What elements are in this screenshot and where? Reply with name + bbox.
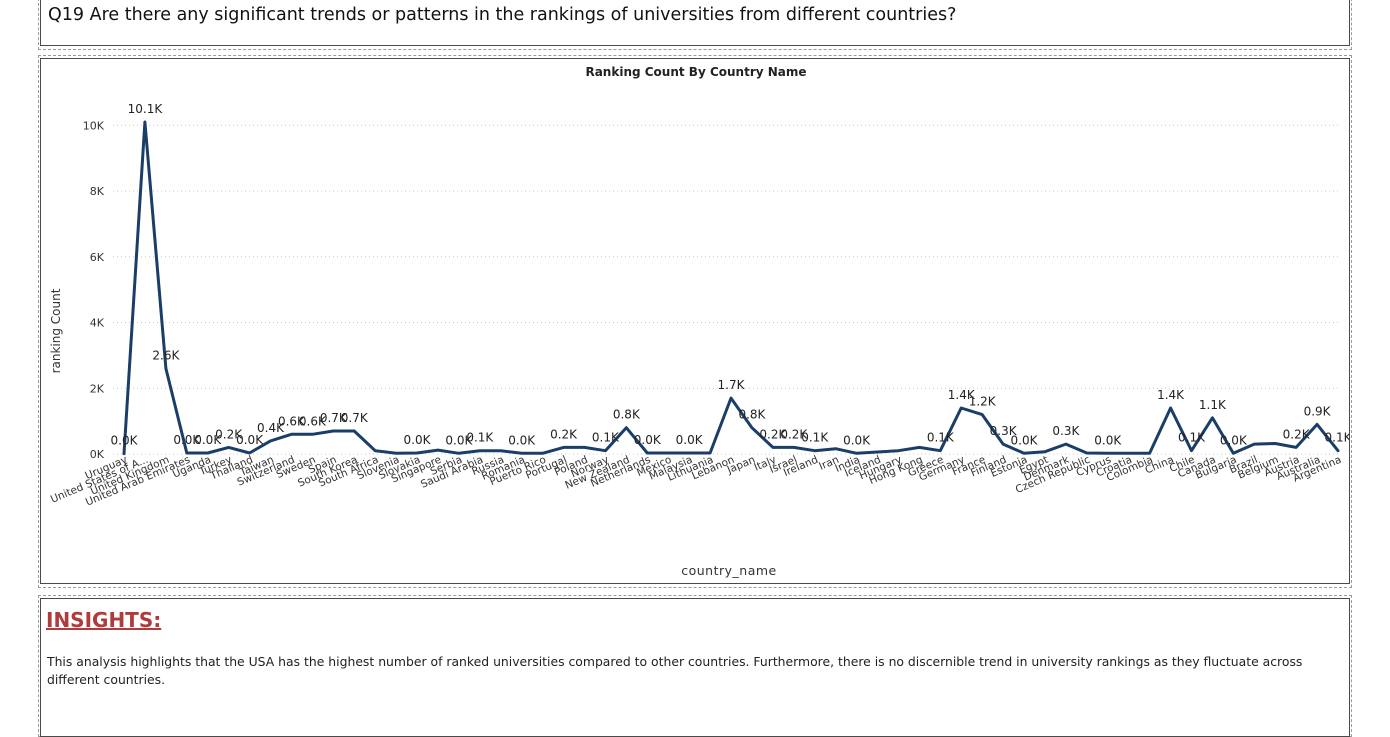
y-tick-label: 8K bbox=[90, 185, 105, 198]
data-label: 10.1K bbox=[128, 102, 164, 116]
question-text: Q19 Are there any significant trends or … bbox=[48, 5, 956, 25]
y-tick-label: 2K bbox=[90, 382, 105, 395]
data-label: 1.1K bbox=[1199, 398, 1227, 412]
data-label: 0.0K bbox=[1094, 433, 1122, 447]
y-tick-label: 6K bbox=[90, 251, 105, 264]
data-label: 1.2K bbox=[969, 395, 997, 409]
data-label: 0.0K bbox=[1220, 433, 1248, 447]
y-axis-ticks: 0K 2K 4K 6K 8K 10K bbox=[83, 119, 105, 461]
data-label: 0.0K bbox=[634, 433, 662, 447]
data-label: 1.7K bbox=[718, 378, 746, 392]
data-labels: 0.0K10.1K2.6K0.0K0.0K0.2K0.0K0.4K0.6K0.6… bbox=[111, 102, 1349, 448]
data-label: 0.9K bbox=[1304, 404, 1332, 418]
data-label: 0.3K bbox=[1052, 424, 1080, 438]
data-label: 0.8K bbox=[613, 408, 641, 422]
data-label: 0.2K bbox=[1283, 427, 1311, 441]
line-chart[interactable]: Ranking Count By Country Name ranking Co… bbox=[41, 59, 1349, 583]
data-label: 0.1K bbox=[592, 431, 620, 445]
data-label: 0.0K bbox=[236, 433, 264, 447]
data-label: 0.1K bbox=[801, 431, 829, 445]
data-label: 2.6K bbox=[152, 349, 180, 363]
chart-panel[interactable]: Ranking Count By Country Name ranking Co… bbox=[40, 58, 1350, 584]
data-label: 0.0K bbox=[111, 434, 139, 448]
y-axis-label: ranking Count bbox=[49, 288, 63, 373]
insights-title: INSIGHTS: bbox=[46, 608, 161, 632]
y-tick-label: 0K bbox=[90, 448, 105, 461]
x-axis-label: country_name bbox=[681, 563, 777, 578]
data-label: 0.0K bbox=[676, 433, 704, 447]
data-label: 0.0K bbox=[508, 433, 536, 447]
chart-title: Ranking Count By Country Name bbox=[585, 65, 806, 79]
data-label: 0.0K bbox=[843, 433, 871, 447]
series-line[interactable] bbox=[124, 122, 1338, 454]
insights-panel: INSIGHTS: This analysis highlights that … bbox=[40, 598, 1350, 737]
insights-text: This analysis highlights that the USA ha… bbox=[47, 653, 1327, 689]
question-panel: Q19 Are there any significant trends or … bbox=[40, 0, 1350, 46]
data-label: 0.1K bbox=[927, 431, 955, 445]
data-label: 0.0K bbox=[404, 433, 432, 447]
data-label: 0.1K bbox=[466, 431, 494, 445]
data-label: 0.1K bbox=[1325, 431, 1349, 445]
data-label: 0.0K bbox=[1011, 433, 1039, 447]
data-label: 0.8K bbox=[738, 408, 766, 422]
data-label: 1.4K bbox=[1157, 388, 1185, 402]
data-label: 0.1K bbox=[1178, 431, 1206, 445]
y-tick-label: 10K bbox=[83, 119, 105, 132]
data-label: 0.2K bbox=[550, 427, 578, 441]
data-label: 0.7K bbox=[341, 411, 369, 425]
y-tick-label: 4K bbox=[90, 317, 105, 330]
